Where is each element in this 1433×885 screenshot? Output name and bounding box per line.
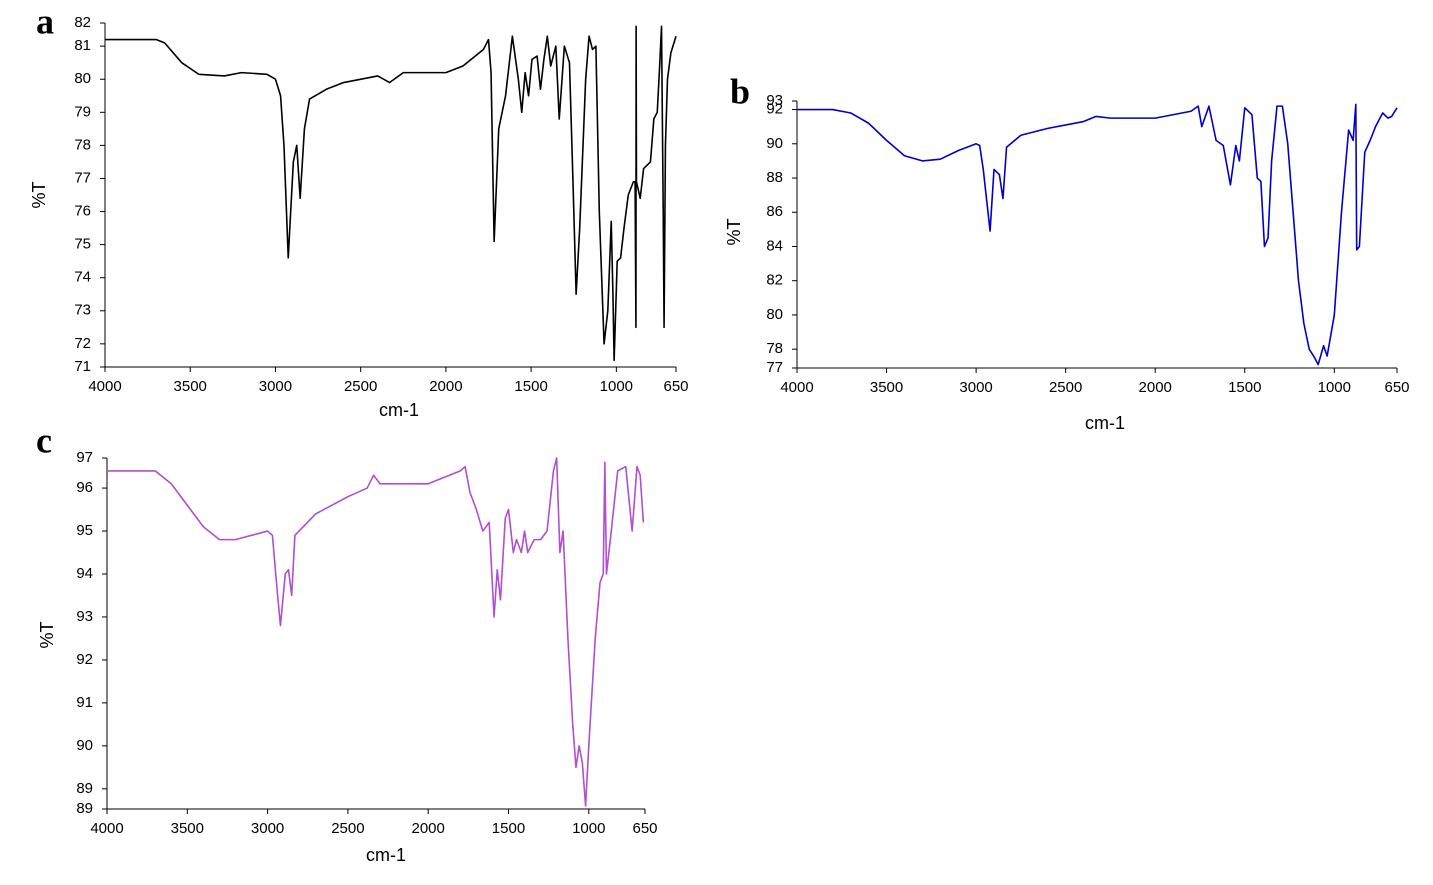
x-tick-label: 4000 — [88, 378, 121, 395]
x-axis-title: cm-1 — [379, 400, 419, 420]
x-tick-label: 1500 — [1228, 379, 1261, 396]
x-axis-title: cm-1 — [366, 845, 406, 865]
x-tick-label: 2500 — [344, 378, 377, 395]
y-tick-label: 77 — [74, 169, 91, 186]
x-tick-label: 1000 — [572, 820, 605, 837]
y-tick-label: 93 — [766, 92, 783, 109]
y-axis-title: %T — [724, 218, 744, 245]
x-tick-label: 3500 — [171, 820, 204, 837]
y-tick-label: 96 — [76, 479, 93, 496]
y-tick-label: 90 — [76, 737, 93, 754]
y-axis-title: %T — [29, 181, 49, 208]
spectrum-line — [797, 103, 1398, 366]
y-axis-title: %T — [37, 621, 57, 648]
y-tick-label: 76 — [74, 203, 91, 220]
y-tick-label: 91 — [76, 694, 93, 711]
x-tick-label: 1000 — [600, 378, 633, 395]
y-tick-label: 84 — [766, 237, 783, 254]
y-tick-label: 80 — [766, 306, 783, 323]
y-tick-label: 92 — [766, 101, 783, 118]
x-tick-label: 4000 — [780, 379, 813, 396]
y-tick-label: 94 — [76, 565, 93, 582]
y-tick-label: 72 — [74, 335, 91, 352]
spectrum-line — [107, 457, 645, 807]
x-tick-label: 1000 — [1318, 379, 1351, 396]
x-tick-label: 650 — [632, 820, 657, 837]
x-tick-label: 1500 — [514, 378, 547, 395]
y-tick-label: 82 — [766, 272, 783, 289]
y-tick-label: 80 — [74, 70, 91, 87]
y-tick-label: 74 — [74, 269, 91, 286]
y-tick-label: 89 — [76, 800, 93, 817]
x-tick-label: 650 — [663, 378, 688, 395]
x-tick-label: 3500 — [174, 378, 207, 395]
x-tick-label: 3500 — [870, 379, 903, 396]
panel-letter: b — [730, 71, 750, 111]
x-tick-label: 3000 — [959, 379, 992, 396]
x-tick-label: 2500 — [331, 820, 364, 837]
y-tick-label: 90 — [766, 135, 783, 152]
y-tick-label: 92 — [76, 651, 93, 668]
panel-letter: c — [36, 420, 52, 460]
y-tick-label: 77 — [766, 359, 783, 376]
y-tick-label: 82 — [74, 14, 91, 31]
y-tick-label: 97 — [76, 449, 93, 466]
x-tick-label: 4000 — [90, 820, 123, 837]
x-tick-label: 1500 — [492, 820, 525, 837]
panel-letter: a — [36, 1, 54, 41]
y-tick-label: 75 — [74, 236, 91, 253]
y-tick-label: 86 — [766, 203, 783, 220]
y-tick-label: 78 — [74, 136, 91, 153]
y-tick-label: 95 — [76, 522, 93, 539]
x-tick-label: 2000 — [429, 378, 462, 395]
y-tick-label: 71 — [74, 358, 91, 375]
spectrum-line — [105, 25, 677, 362]
x-tick-label: 2000 — [412, 820, 445, 837]
y-tick-label: 81 — [74, 37, 91, 54]
y-tick-label: 79 — [74, 103, 91, 120]
x-tick-label: 2500 — [1049, 379, 1082, 396]
y-tick-label: 89 — [76, 780, 93, 797]
y-tick-label: 88 — [766, 169, 783, 186]
x-tick-label: 2000 — [1139, 379, 1172, 396]
x-tick-label: 3000 — [251, 820, 284, 837]
y-tick-label: 78 — [766, 340, 783, 357]
x-axis-title: cm-1 — [1085, 413, 1125, 433]
x-tick-label: 650 — [1384, 379, 1409, 396]
y-tick-label: 73 — [74, 302, 91, 319]
y-tick-label: 93 — [76, 608, 93, 625]
x-tick-label: 3000 — [259, 378, 292, 395]
